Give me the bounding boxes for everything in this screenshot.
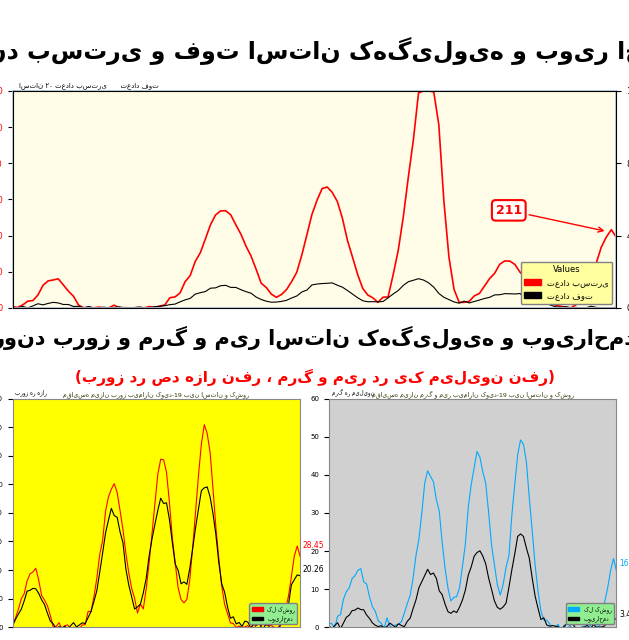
تعداد فوت — [176, 298, 184, 306]
تعداد بستری — [9, 303, 16, 310]
Text: بروز هر هزار: بروز هر هزار — [16, 390, 47, 396]
تعداد بستری — [603, 234, 610, 241]
تعداد فوت — [613, 303, 620, 311]
تعداد بستری — [80, 304, 87, 312]
Text: استان ۲۰: استان ۲۰ — [19, 82, 52, 89]
Line: تعداد فوت: تعداد فوت — [13, 278, 616, 308]
تعداد فوت — [9, 303, 16, 311]
Text: تعداد بستری      تعداد فوت: تعداد بستری تعداد فوت — [55, 82, 159, 89]
تعداد فوت — [496, 291, 503, 299]
Text: مرگ هر میلیون: مرگ هر میلیون — [331, 388, 374, 396]
تعداد فوت — [141, 304, 148, 312]
تعداد بستری — [176, 289, 184, 297]
تعداد بستری — [496, 260, 503, 268]
Line: تعداد بستری: تعداد بستری — [13, 91, 616, 308]
تعداد بستری — [141, 304, 148, 312]
Legend: تعداد بستری, تعداد فوت: تعداد بستری, تعداد فوت — [521, 262, 612, 303]
Text: (بروز در صد هزار نفر ، مرگ و میر در یک میلیون نفر): (بروز در صد هزار نفر ، مرگ و میر در یک م… — [75, 369, 554, 386]
تعداد فوت — [14, 304, 21, 312]
تعداد فوت — [603, 304, 610, 312]
تعداد بستری — [420, 87, 427, 95]
Title: مقایسه میزان مرگ و میر بیماران کوید-19 بین استان و کشور: مقایسه میزان مرگ و میر بیماران کوید-19 ب… — [372, 390, 574, 397]
تعداد بستری — [613, 234, 620, 241]
تعداد فوت — [415, 275, 422, 282]
Text: 28.45: 28.45 — [303, 541, 325, 550]
Text: روند بستری و فوت استان کهگیلویه و بویر احمد: روند بستری و فوت استان کهگیلویه و بویر ا… — [0, 38, 629, 65]
Text: 211: 211 — [496, 204, 603, 232]
Text: 16.82: 16.82 — [620, 559, 629, 568]
Text: 20.26: 20.26 — [303, 565, 325, 574]
تعداد فوت — [435, 289, 443, 297]
Title: مقایسه میزان بروز بیماران کوید-19 بین استان و کشور: مقایسه میزان بروز بیماران کوید-19 بین اس… — [64, 390, 249, 397]
تعداد فوت — [349, 291, 357, 298]
تعداد بستری — [349, 253, 357, 261]
Text: 3.44: 3.44 — [620, 609, 629, 619]
Legend: کل کشور, بویراحمد: کل کشور, بویراحمد — [565, 604, 614, 625]
Text: روند بروز و مرگ و میر استان کهگیلویه و بویراحمد: روند بروز و مرگ و میر استان کهگیلویه و ب… — [0, 326, 629, 350]
Legend: کل کشور, بویراحمد: کل کشور, بویراحمد — [250, 604, 298, 625]
تعداد بستری — [435, 121, 443, 129]
